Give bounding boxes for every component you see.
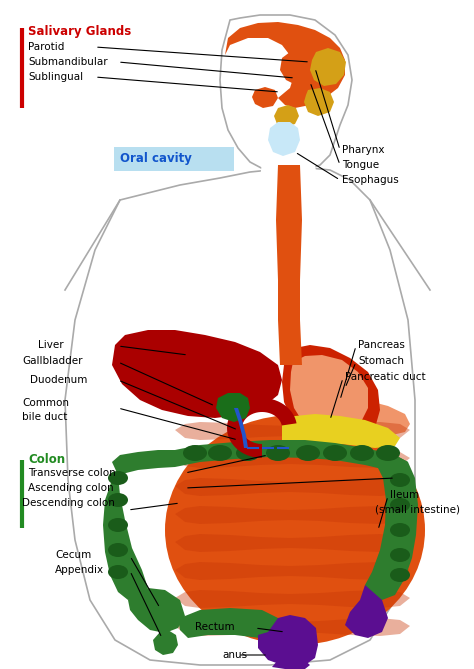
Text: Liver: Liver — [38, 340, 64, 350]
FancyBboxPatch shape — [114, 147, 234, 171]
Polygon shape — [175, 422, 410, 440]
Polygon shape — [282, 345, 380, 446]
Text: Ascending colon: Ascending colon — [28, 483, 114, 493]
Text: (small intestine): (small intestine) — [375, 505, 460, 515]
Polygon shape — [274, 105, 299, 127]
Polygon shape — [153, 630, 178, 655]
Polygon shape — [280, 50, 322, 86]
Ellipse shape — [350, 445, 374, 461]
Text: Gallbladder: Gallbladder — [22, 356, 82, 366]
Text: Transverse colon: Transverse colon — [28, 468, 116, 478]
Text: Stomach: Stomach — [358, 356, 404, 366]
Ellipse shape — [236, 445, 260, 461]
Ellipse shape — [108, 518, 128, 532]
Polygon shape — [290, 355, 368, 432]
Polygon shape — [225, 22, 345, 108]
Polygon shape — [178, 608, 280, 640]
Polygon shape — [258, 162, 318, 202]
Polygon shape — [175, 590, 410, 608]
Polygon shape — [234, 408, 248, 448]
Ellipse shape — [296, 445, 320, 461]
Polygon shape — [112, 330, 282, 418]
Polygon shape — [175, 506, 410, 524]
Ellipse shape — [390, 523, 410, 537]
Polygon shape — [252, 87, 278, 108]
Text: Salivary Glands: Salivary Glands — [28, 25, 131, 38]
Polygon shape — [175, 478, 410, 496]
Polygon shape — [175, 440, 408, 478]
Text: Tongue: Tongue — [342, 160, 379, 170]
Text: Colon: Colon — [28, 453, 65, 466]
Text: Appendix: Appendix — [55, 565, 104, 575]
Text: Rectum: Rectum — [195, 622, 235, 632]
Text: Pancreatic duct: Pancreatic duct — [345, 372, 426, 382]
Ellipse shape — [108, 471, 128, 485]
Ellipse shape — [390, 568, 410, 582]
Ellipse shape — [390, 548, 410, 562]
Text: Common: Common — [22, 398, 69, 408]
Polygon shape — [282, 398, 410, 436]
Polygon shape — [345, 585, 388, 638]
Polygon shape — [175, 562, 410, 580]
Ellipse shape — [108, 493, 128, 507]
Text: Oral cavity: Oral cavity — [120, 152, 192, 165]
Polygon shape — [227, 398, 297, 458]
Ellipse shape — [183, 445, 207, 461]
Text: Parotid: Parotid — [28, 42, 64, 52]
Ellipse shape — [108, 543, 128, 557]
Text: bile duct: bile duct — [22, 412, 67, 422]
Text: Esophagus: Esophagus — [342, 175, 399, 185]
Polygon shape — [276, 165, 302, 365]
Ellipse shape — [208, 445, 232, 461]
Text: Cecum: Cecum — [55, 550, 91, 560]
Ellipse shape — [390, 473, 410, 487]
Polygon shape — [258, 615, 318, 666]
Polygon shape — [282, 414, 400, 448]
Polygon shape — [304, 88, 334, 116]
Polygon shape — [268, 122, 300, 156]
Polygon shape — [310, 48, 346, 86]
Ellipse shape — [390, 498, 410, 512]
Ellipse shape — [266, 445, 290, 461]
Ellipse shape — [108, 565, 128, 579]
Polygon shape — [175, 450, 410, 468]
Ellipse shape — [323, 445, 347, 461]
Polygon shape — [365, 455, 418, 600]
Ellipse shape — [165, 415, 425, 645]
Polygon shape — [220, 15, 352, 172]
Text: Submandibular: Submandibular — [28, 57, 108, 67]
Polygon shape — [103, 450, 175, 600]
Text: Ileum: Ileum — [390, 490, 419, 500]
Polygon shape — [272, 656, 310, 669]
Text: Sublingual: Sublingual — [28, 72, 83, 82]
Ellipse shape — [376, 445, 400, 461]
Polygon shape — [128, 588, 185, 633]
Text: anus: anus — [222, 650, 247, 660]
Polygon shape — [175, 618, 410, 636]
Polygon shape — [216, 393, 250, 422]
Text: Descending colon: Descending colon — [22, 498, 115, 508]
Text: Duodenum: Duodenum — [30, 375, 87, 385]
Text: Pancreas: Pancreas — [358, 340, 405, 350]
Polygon shape — [175, 534, 410, 552]
Polygon shape — [65, 168, 415, 665]
Text: Pharynx: Pharynx — [342, 145, 384, 155]
Polygon shape — [240, 47, 280, 80]
